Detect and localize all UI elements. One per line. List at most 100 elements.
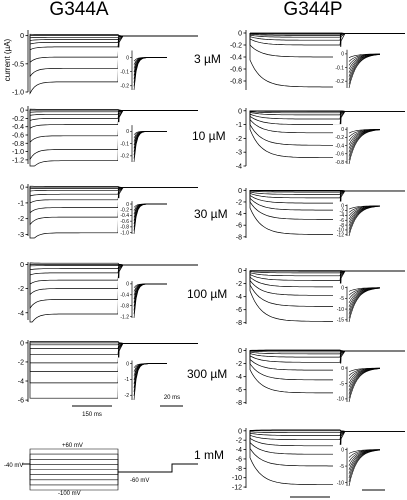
current-trace [29, 342, 198, 355]
y-tick-label: -6 [236, 223, 242, 230]
current-trace [249, 270, 405, 272]
inset-background [333, 124, 380, 167]
current-trace [249, 190, 405, 195]
inset-tick-label: -0.2 [335, 79, 344, 85]
current-trace [250, 32, 405, 34]
protocol-bottom-label: -100 mV [58, 491, 81, 497]
inset-tick-label: 0 [341, 52, 344, 58]
y-tick-label: -6 [236, 387, 242, 394]
protocol-top-label: +60 mV [62, 443, 83, 449]
current-trace [249, 190, 405, 192]
y-tick-label: -2 [18, 216, 24, 223]
current-trace [30, 35, 198, 37]
y-tick-label: 0 [238, 268, 242, 275]
inset-tick-label: 0 [341, 447, 344, 453]
current-trace [250, 430, 405, 432]
current-trace [249, 430, 405, 486]
protocol-step [22, 459, 198, 473]
current-trace [249, 32, 405, 34]
inset-background [118, 122, 167, 165]
y-tick-label: -0.8 [230, 79, 242, 86]
inset-tick-label: -1.2 [120, 314, 129, 320]
current-trace [249, 430, 405, 467]
inset-tick-label: -4 [340, 213, 345, 219]
current-trace [29, 187, 198, 204]
y-tick-label: -1.0 [12, 90, 24, 97]
time-scale-label: 150 ms [82, 412, 102, 418]
current-trace [29, 342, 198, 372]
y-tick-label: -2 [236, 281, 242, 288]
current-trace [29, 110, 198, 121]
protocol-step [22, 463, 198, 491]
current-trace [249, 110, 405, 114]
current-trace [249, 350, 405, 371]
current-trace [249, 270, 405, 288]
voltage-protocol [22, 448, 198, 491]
y-tick-label: -8 [236, 466, 242, 473]
current-trace [250, 110, 405, 112]
current-trace [29, 187, 198, 214]
y-tick-label: -4 [236, 294, 242, 301]
y-tick-label: 0 [238, 428, 242, 435]
inset-tick-label: 0 [341, 127, 344, 133]
inset-trace [348, 54, 381, 89]
inset-tick-label: -0.2 [120, 84, 129, 90]
inset-trace [348, 129, 381, 165]
y-tick-label: -0.2 [230, 43, 242, 50]
current-trace [249, 270, 405, 277]
inset-tick-label: -2 [340, 208, 345, 214]
current-trace [249, 350, 405, 363]
y-tick-label: -1.0 [12, 149, 24, 156]
y-tick-label: -0.8 [12, 141, 24, 148]
y-tick-label: -6 [236, 456, 242, 463]
y-tick-label: -2 [236, 136, 242, 143]
current-trace [249, 430, 405, 455]
y-tick-label: -10 [232, 475, 242, 482]
current-trace [29, 110, 198, 129]
concentration-label: 10 µM [192, 129, 226, 143]
current-trace [249, 190, 405, 193]
current-trace [249, 350, 405, 358]
inset-tick-label: -0.8 [335, 160, 344, 166]
y-tick-label: 0 [238, 108, 242, 115]
title-right: G344P [283, 0, 342, 20]
current-trace [250, 270, 405, 272]
inset-tick-label: -6 [340, 218, 345, 224]
inset-tick-label: -0.8 [120, 304, 129, 310]
inset-tick-label: 0 [126, 202, 129, 208]
inset-tick-label: -10 [337, 397, 344, 403]
inset-tick-label: -8 [340, 223, 345, 229]
inset-tick-label: -0.8 [120, 225, 129, 231]
concentration-label: 1 mM [194, 448, 224, 462]
y-axis-label: current (µA) [3, 38, 12, 81]
current-trace [29, 262, 198, 266]
inset-tick-label: -5 [340, 381, 345, 387]
inset-trace [133, 363, 167, 401]
current-trace [30, 186, 198, 189]
inset-tick-label: -0.6 [335, 152, 344, 158]
y-tick-label: -1 [236, 122, 242, 129]
concentration-label: 30 µM [194, 207, 228, 221]
y-tick-label: 0 [20, 108, 24, 115]
inset-trace [348, 206, 381, 237]
y-tick-label: 0 [20, 185, 24, 192]
current-trace [249, 33, 405, 58]
current-trace [29, 35, 198, 78]
y-tick-label: -4 [18, 310, 24, 317]
current-trace [29, 187, 198, 226]
current-trace [29, 264, 198, 310]
inset-background [333, 363, 380, 405]
current-trace [29, 35, 198, 64]
inset-tick-label: 0 [341, 285, 344, 291]
concentration-label: 3 µM [194, 52, 221, 66]
inset-trace [133, 283, 167, 319]
y-tick-label: -4 [236, 447, 242, 454]
y-tick-label: -2 [236, 199, 242, 206]
current-trace [249, 190, 405, 220]
current-trace [29, 264, 198, 323]
current-trace [249, 190, 405, 199]
current-trace [249, 110, 405, 134]
inset-tick-label: -10 [337, 228, 344, 234]
current-trace [29, 35, 198, 45]
current-trace [29, 187, 198, 192]
